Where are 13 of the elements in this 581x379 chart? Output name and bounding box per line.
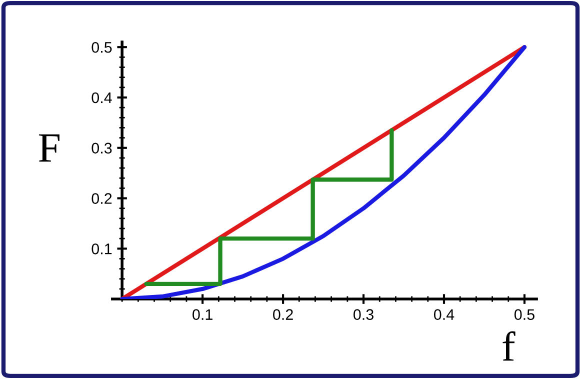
x-tick-label: 0.1	[192, 309, 212, 320]
line-series	[144, 128, 394, 286]
y-tick-label: 0.2	[92, 193, 112, 204]
x-tick-label: 0.4	[434, 309, 454, 320]
y-tick-label: 0.4	[92, 92, 112, 104]
x-tick-label: 0.3	[354, 309, 374, 320]
x-tick-label: 0.2	[273, 309, 293, 320]
y-axis-title: F	[38, 134, 60, 162]
y-tick-label: 0.3	[92, 142, 112, 154]
y-tick-label: 0.5	[92, 42, 112, 53]
x-tick-label: 0.5	[514, 309, 534, 320]
y-tick-label: 0.1	[92, 244, 112, 254]
x-axis-title: f	[502, 331, 516, 361]
